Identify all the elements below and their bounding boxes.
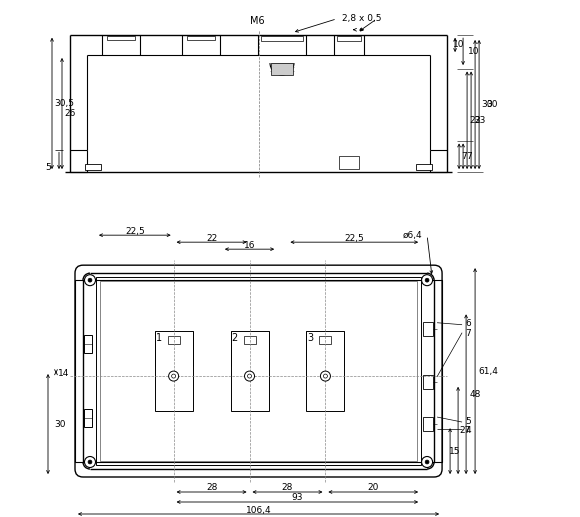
Circle shape	[422, 457, 433, 467]
Text: 4: 4	[465, 425, 471, 435]
Circle shape	[88, 460, 92, 464]
Text: 7: 7	[465, 329, 471, 338]
Bar	[306, 331, 345, 411]
Text: 3: 3	[307, 333, 314, 343]
Text: 61,4: 61,4	[478, 367, 498, 375]
Bar	[320, 337, 331, 344]
Text: 28: 28	[206, 483, 218, 493]
Bar	[84, 408, 92, 427]
Text: 15: 15	[450, 447, 461, 455]
Circle shape	[85, 275, 96, 286]
Circle shape	[85, 457, 96, 467]
Bar	[75, 280, 442, 462]
Text: 7: 7	[466, 152, 472, 161]
Text: 27: 27	[459, 426, 471, 435]
Text: 20: 20	[368, 483, 379, 493]
Text: 26: 26	[64, 109, 75, 118]
Bar	[337, 36, 361, 41]
Circle shape	[88, 278, 92, 282]
Bar	[187, 36, 215, 40]
Text: ø6,4: ø6,4	[403, 231, 422, 240]
Text: 22: 22	[206, 234, 217, 242]
Text: 10: 10	[468, 47, 480, 56]
Text: 48: 48	[469, 390, 481, 399]
Bar	[339, 156, 359, 169]
Bar	[100, 281, 417, 461]
Bar	[85, 164, 101, 170]
Bar	[271, 63, 293, 75]
Text: 22,5: 22,5	[345, 234, 364, 242]
Bar	[423, 322, 433, 336]
Text: 23: 23	[474, 116, 486, 125]
Text: 28: 28	[282, 483, 293, 493]
Text: 93: 93	[292, 494, 303, 503]
Text: 5: 5	[465, 417, 471, 425]
Text: 23: 23	[469, 116, 481, 125]
Text: 5: 5	[45, 162, 51, 172]
Bar	[107, 36, 135, 40]
Text: 30,5: 30,5	[54, 99, 74, 108]
Text: 22,5: 22,5	[125, 226, 144, 236]
Bar	[84, 334, 92, 353]
Bar	[261, 36, 303, 41]
Text: 7: 7	[461, 152, 467, 161]
Text: 14: 14	[59, 369, 70, 378]
Bar	[168, 337, 180, 344]
Text: 1: 1	[155, 333, 162, 343]
Text: 30: 30	[481, 100, 493, 109]
Circle shape	[422, 275, 433, 286]
Bar	[423, 375, 433, 389]
Bar	[244, 337, 256, 344]
Circle shape	[169, 371, 179, 381]
Text: 10: 10	[454, 40, 465, 50]
Text: 106,4: 106,4	[246, 506, 271, 514]
Text: 30: 30	[55, 419, 66, 429]
Text: 2,8 x 0,5: 2,8 x 0,5	[342, 14, 382, 23]
Circle shape	[425, 278, 429, 282]
Bar	[416, 164, 432, 170]
Text: 2: 2	[231, 333, 238, 343]
Text: 30: 30	[486, 100, 498, 109]
FancyBboxPatch shape	[75, 265, 442, 477]
Bar	[423, 417, 433, 431]
Bar	[155, 331, 193, 411]
Circle shape	[245, 371, 255, 381]
Bar	[231, 331, 269, 411]
Text: 6: 6	[465, 319, 471, 328]
Circle shape	[172, 374, 176, 378]
Circle shape	[324, 374, 328, 378]
Text: 16: 16	[244, 241, 255, 250]
Circle shape	[248, 374, 252, 378]
Circle shape	[320, 371, 331, 381]
Circle shape	[425, 460, 429, 464]
Bar	[96, 277, 421, 465]
Text: M6: M6	[249, 16, 264, 26]
